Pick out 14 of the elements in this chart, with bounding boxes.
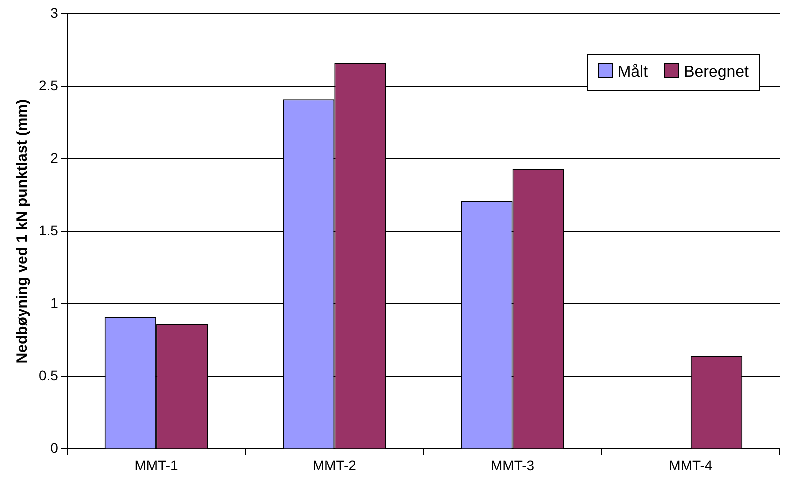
y-tick-label: 1.5 [38, 222, 59, 238]
y-axis-title: Nedbøyning ved 1 kN punktlast (mm) [14, 99, 32, 364]
y-tick-label: 2 [50, 150, 59, 166]
y-tick-label: 1 [50, 294, 59, 311]
y-tick-label: 0.5 [38, 368, 59, 384]
x-tick-label: MMT-2 [312, 457, 357, 474]
x-tick-label: MMT-1 [134, 457, 179, 474]
x-tick-label: MMT-3 [491, 457, 535, 474]
x-tick-label: MMT-4 [669, 457, 713, 474]
legend-label: Beregnet [683, 63, 749, 82]
legend-label: Målt [616, 63, 648, 82]
y-tick-label: 0 [50, 440, 59, 456]
y-tick-label: 2.5 [38, 77, 59, 94]
y-tick-label: 3 [50, 4, 59, 21]
